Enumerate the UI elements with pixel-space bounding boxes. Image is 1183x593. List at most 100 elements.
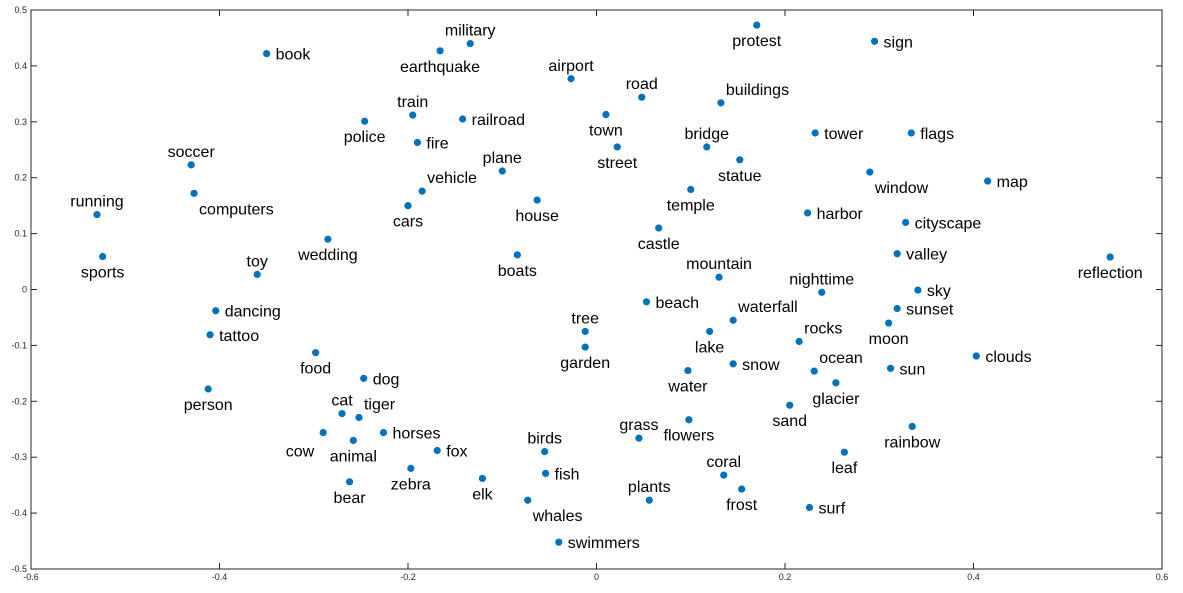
point-label-buildings: buildings — [726, 82, 789, 99]
data-point-earthquake — [436, 47, 444, 55]
point-label-plane: plane — [483, 150, 522, 167]
point-label-leaf: leaf — [831, 460, 857, 477]
point-label-surf: surf — [819, 501, 846, 518]
data-point-zebra — [407, 464, 415, 472]
point-label-statue: statue — [718, 168, 762, 185]
data-point-house — [533, 196, 541, 204]
data-point-town — [602, 110, 610, 119]
data-point-cat — [338, 409, 346, 418]
point-label-book: book — [276, 47, 312, 64]
point-label-airport: airport — [548, 58, 594, 75]
point-label-rocks: rocks — [804, 320, 842, 337]
x-tick-label: 0.4 — [967, 572, 980, 582]
point-label-house: house — [515, 208, 559, 225]
point-label-person: person — [184, 397, 233, 414]
data-point-computers — [190, 189, 198, 197]
point-label-military: military — [445, 23, 496, 40]
data-point-coral — [720, 471, 728, 479]
data-point-sign — [870, 37, 879, 45]
point-label-sand: sand — [772, 413, 807, 430]
data-point-bridge — [703, 143, 711, 151]
y-tick-label: -0.3 — [11, 452, 27, 462]
data-point-temple — [687, 185, 695, 194]
point-label-sun: sun — [900, 361, 926, 378]
point-label-flags: flags — [920, 126, 954, 143]
y-tick-label: 0.4 — [14, 61, 27, 71]
axes-group: -0.6 -0.4 -0.2 0 0.2 0.4 0.6 0.5 0.4 0.3 0.2 0.1 0 -0… — [11, 5, 1168, 582]
data-point-horses — [379, 429, 388, 437]
point-label-street: street — [597, 155, 638, 172]
point-label-train: train — [397, 94, 428, 111]
point-label-harbor: harbor — [817, 206, 864, 223]
point-label-tattoo: tattoo — [219, 328, 259, 345]
data-point-fire — [413, 138, 422, 147]
data-point-animal — [349, 436, 357, 445]
point-label-ocean: ocean — [819, 350, 863, 367]
data-point-sky — [914, 286, 922, 294]
data-point-glacier — [832, 379, 840, 387]
point-label-temple: temple — [667, 197, 715, 214]
y-tick-label: 0.3 — [14, 117, 27, 127]
point-label-nighttime: nighttime — [789, 271, 854, 288]
data-point-cow — [319, 429, 327, 437]
y-tick-label: -0.5 — [11, 564, 27, 574]
point-label-animal: animal — [330, 448, 377, 465]
x-tick-label: -0.4 — [212, 572, 228, 582]
point-label-beach: beach — [655, 295, 699, 312]
data-point-person — [204, 385, 212, 393]
data-point-birds — [541, 448, 549, 456]
point-label-bear: bear — [334, 490, 367, 507]
point-label-zebra: zebra — [391, 476, 431, 493]
data-point-grass — [635, 434, 643, 442]
point-label-sports: sports — [81, 265, 125, 282]
point-label-toy: toy — [247, 253, 268, 270]
data-point-statue — [736, 156, 744, 164]
data-point-leaf — [840, 448, 848, 456]
data-point-toy — [253, 270, 261, 279]
data-point-flowers — [685, 416, 693, 424]
data-point-garden — [581, 343, 589, 351]
point-label-bridge: bridge — [685, 126, 730, 143]
data-point-window — [866, 168, 874, 176]
data-point-railroad — [459, 115, 467, 123]
data-point-elk — [478, 474, 487, 483]
data-point-nighttime — [818, 288, 826, 296]
data-point-flags — [907, 129, 915, 137]
point-label-boats: boats — [498, 263, 537, 280]
data-point-road — [638, 93, 646, 101]
point-label-valley: valley — [906, 247, 947, 264]
points-group: book military earthquake airport protest sign… — [70, 21, 1143, 552]
data-point-soccer — [187, 161, 195, 169]
data-point-ocean — [810, 367, 818, 375]
point-label-lake: lake — [695, 339, 724, 356]
point-label-castle: castle — [638, 236, 680, 253]
point-label-rainbow: rainbow — [884, 434, 940, 451]
point-label-computers: computers — [199, 201, 274, 218]
point-label-clouds: clouds — [985, 349, 1031, 366]
data-point-train — [409, 111, 417, 119]
point-label-food: food — [300, 361, 331, 378]
y-tick-label: -0.4 — [11, 508, 27, 518]
data-point-fox — [433, 446, 441, 455]
point-label-coral: coral — [706, 454, 741, 471]
point-label-cars: cars — [393, 214, 423, 231]
data-point-dancing — [212, 307, 220, 315]
data-point-buildings — [717, 99, 725, 107]
plot-area — [31, 10, 1162, 569]
data-point-sand — [786, 401, 794, 409]
data-point-surf — [805, 503, 814, 512]
data-point-tattoo — [206, 331, 214, 339]
y-tick-label: -0.1 — [11, 340, 27, 350]
data-point-military — [466, 39, 474, 48]
point-label-vehicle: vehicle — [427, 170, 477, 187]
data-point-sunset — [893, 304, 901, 313]
point-label-wedding: wedding — [297, 247, 358, 264]
point-label-whales: whales — [532, 508, 583, 525]
x-tick-label: 0 — [594, 572, 599, 582]
data-point-plane — [498, 167, 506, 175]
data-point-lake — [706, 327, 714, 336]
point-label-moon: moon — [869, 331, 909, 348]
point-label-birds: birds — [527, 431, 562, 448]
point-label-sign: sign — [884, 34, 913, 51]
